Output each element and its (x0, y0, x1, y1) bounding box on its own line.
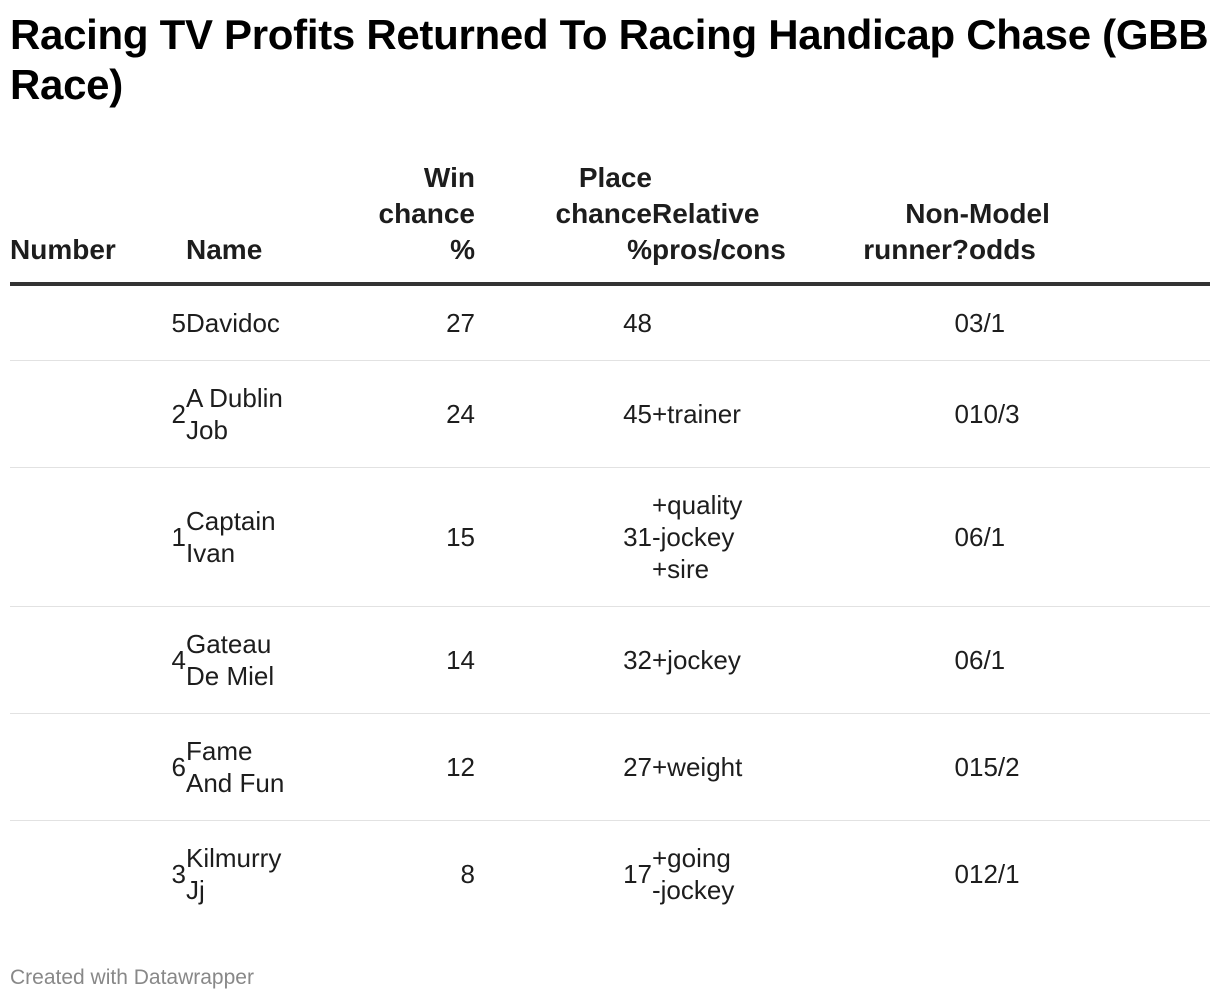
cell-number: 1 (10, 467, 186, 607)
cell-relative (652, 284, 828, 361)
cell-relative: +trainer (652, 360, 828, 468)
table-header-row: Number Name Win chance % Place chance % … (10, 160, 1210, 286)
table-row: 1 Captain Ivan 15 31 +quality -jockey +s… (10, 467, 1210, 607)
column-header-non-runner[interactable]: Non- runner? (828, 160, 969, 286)
cell-model-odds: 12/1 (969, 859, 1020, 889)
table-row: 2 A Dublin Job 24 45 +trainer 0 10/3 (10, 360, 1210, 468)
cell-name: Gateau De Miel (186, 606, 320, 714)
cell-number: 2 (10, 360, 186, 468)
table-row: 5 Davidoc 27 48 0 3/1 (10, 284, 1210, 361)
cell-non-runner: 0 (828, 713, 969, 821)
cell-place-chance: 27 (475, 713, 652, 821)
column-header-place-chance[interactable]: Place chance % (475, 160, 652, 286)
cell-place-chance: 45 (475, 360, 652, 468)
cell-name: Kilmurry Jj (186, 843, 282, 905)
cell-win-chance: 12 (320, 713, 475, 821)
cell-relative: +quality -jockey +sire (652, 467, 828, 607)
cell-win-chance: 14 (320, 606, 475, 714)
cell-model-odds: 10/3 (969, 360, 1210, 468)
cell-place-chance: 48 (475, 284, 652, 361)
cell-name: Captain Ivan (186, 467, 320, 607)
cell-number: 4 (10, 606, 186, 714)
cell-non-runner: 0 (828, 360, 969, 468)
cell-non-runner: 0 (828, 467, 969, 607)
cell-relative: +jockey (652, 606, 828, 714)
page-title: Racing TV Profits Returned To Racing Han… (10, 11, 1209, 108)
cell-non-runner: 0 (954, 859, 969, 889)
cell-number: 6 (10, 713, 186, 821)
cell-model-odds: 3/1 (969, 284, 1210, 361)
cell-place-chance: 32 (475, 606, 652, 714)
cell-non-runner: 0 (828, 606, 969, 714)
cell-win-chance: 8 (460, 859, 475, 889)
cell-model-odds: 6/1 (969, 467, 1210, 607)
cell-place-chance: 17 (623, 859, 652, 889)
column-header-relative[interactable]: Relative pros/cons (652, 160, 828, 286)
cell-number: 3 (171, 859, 186, 889)
table-row: 6 Fame And Fun 12 27 +weight 0 15/2 (10, 713, 1210, 821)
cell-name: Davidoc (186, 284, 320, 361)
cell-win-chance: 15 (320, 467, 475, 607)
cell-number: 5 (10, 284, 186, 361)
table-row: 4 Gateau De Miel 14 32 +jockey 0 6/1 (10, 606, 1210, 714)
cell-win-chance: 24 (320, 360, 475, 468)
cell-relative: +weight (652, 713, 828, 821)
column-header-name[interactable]: Name (186, 160, 320, 286)
cell-relative: +going -jockey (652, 843, 735, 905)
column-header-win-chance[interactable]: Win chance % (320, 160, 475, 286)
results-table: Number Name Win chance % Place chance % … (10, 160, 1210, 927)
cell-name: A Dublin Job (186, 360, 320, 468)
cell-non-runner: 0 (828, 284, 969, 361)
cell-place-chance: 31 (475, 467, 652, 607)
cell-model-odds: 15/2 (969, 713, 1210, 821)
column-header-model-odds[interactable]: Model odds (969, 160, 1210, 286)
cell-win-chance: 27 (320, 284, 475, 361)
cell-model-odds: 6/1 (969, 606, 1210, 714)
table-row: 3 Kilmurry Jj 8 17 +going -jockey 0 12/1 (10, 821, 1210, 928)
column-header-number[interactable]: Number (10, 160, 186, 286)
footer-credit[interactable]: Created with Datawrapper (10, 966, 254, 989)
cell-name: Fame And Fun (186, 713, 320, 821)
